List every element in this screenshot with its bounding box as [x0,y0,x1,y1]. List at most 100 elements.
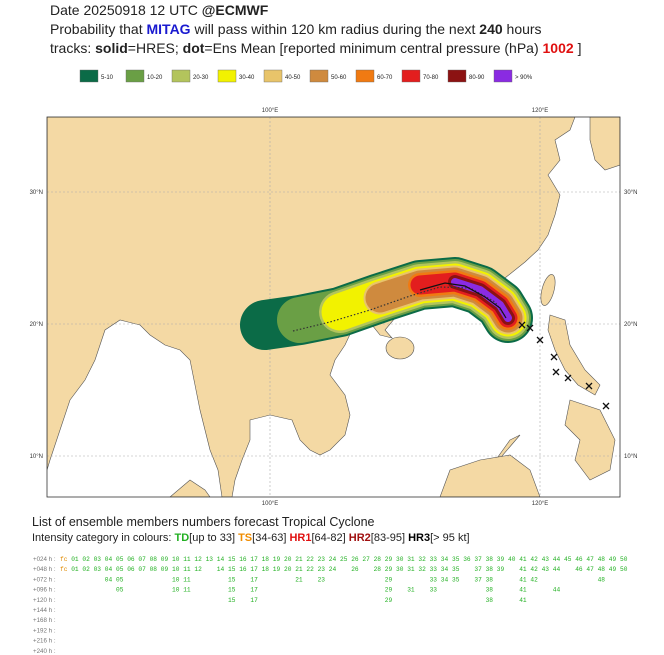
member-number: 23 [318,576,326,583]
t-pre: Probability that [50,21,143,37]
legend-label: > 90% [515,75,533,81]
member-number: 32 [418,556,426,563]
legend-swatch [171,69,191,83]
legend-swatch [401,69,421,83]
category-range: [64-82] [311,532,345,544]
member-number: 31 [407,587,415,594]
member-number: 37 [474,566,482,573]
legend-label: 5-10 [101,75,114,81]
t-solid: solid [95,40,128,56]
member-number: 19 [273,556,281,563]
legend-label: 80-90 [469,75,485,81]
member-number: 17 [250,576,258,583]
category-range: [34-63] [252,532,286,544]
member-number: 42 [530,556,538,563]
member-number: 48 [598,576,606,583]
member-number: 33 [430,566,438,573]
member-number: 09 [161,556,169,563]
t-post: hours [507,21,542,37]
taiwan [540,274,556,306]
member-number: 29 [385,576,393,583]
member-number: 05 [116,556,124,563]
legend-label: 30-40 [239,75,255,81]
member-number: 31 [407,556,415,563]
member-number: 12 [194,556,202,563]
member-number: 29 [385,556,393,563]
t-mid: will pass within 120 km radius during th… [193,21,475,37]
member-number: 35 [452,556,460,563]
member-number: 04 [105,576,113,583]
tracks-line: tracks: solid=HRES; dot=Ens Mean [report… [50,40,581,56]
cross [536,336,544,344]
member-number: 12 [194,566,202,573]
member-number: 41 [519,587,527,594]
lon-label: 100°E [262,501,278,507]
member-number: 46 [575,566,583,573]
member-number: 21 [295,576,303,583]
legend-swatch [355,69,375,83]
t-close: ] [578,40,582,56]
member-number: 16 [239,566,247,573]
cross [550,353,558,361]
member-number: 10 [172,566,180,573]
member-number: 36 [463,556,471,563]
member-number: 49 [609,556,617,563]
member-number: 04 [105,556,113,563]
member-number: fc [60,556,68,563]
list-title: List of ensemble members numbers forecas… [32,515,375,529]
cross [526,324,534,332]
sumatra [169,479,211,497]
map [47,117,620,497]
member-number: 24 [329,566,337,573]
row-label: +216 h : [33,638,56,645]
date: Date 20250918 12 UTC @ECMWF [50,2,269,18]
member-number: 47 [586,566,594,573]
member-number: 38 [486,576,494,583]
member-number: 37 [474,576,482,583]
borneo [439,454,541,497]
lat-label: 30°N [624,190,637,196]
member-number: 25 [340,556,348,563]
member-number: 04 [105,566,113,573]
hres-track [419,282,507,319]
member-number: 14 [217,566,225,573]
member-number: 41 [519,597,527,604]
member-number: 17 [250,556,258,563]
lat-label: 10°N [624,454,637,460]
member-number: 38 [486,566,494,573]
swath-layer [451,278,512,322]
legend-label: 40-50 [285,75,301,81]
member-number: 05 [116,587,124,594]
category-range: [> 95 kt] [430,532,469,544]
member-number: 08 [150,566,158,573]
member-number: 30 [396,556,404,563]
member-number: 28 [374,556,382,563]
member-number: 15 [228,556,236,563]
source: @ECMWF [202,2,269,18]
legend-swatch [217,69,237,83]
member-number: 15 [228,597,236,604]
member-number: 41 [519,556,527,563]
t-pressure: 1002 [543,40,574,56]
member-number: 23 [318,566,326,573]
member-number: 03 [94,566,102,573]
member-number: 15 [228,566,236,573]
member-number: 18 [262,556,270,563]
member-number: 06 [127,556,135,563]
row-label: +048 h : [33,566,56,573]
member-number: 38 [486,556,494,563]
category-name: HR1 [289,532,311,544]
member-number: 35 [452,576,460,583]
lat-label: 20°N [30,322,43,328]
row-label: +240 h : [33,648,56,655]
member-number: 42 [530,576,538,583]
lon-label: 120°E [532,108,548,114]
member-number: 41 [519,576,527,583]
member-number: 43 [542,556,550,563]
member-number: 22 [306,556,314,563]
member-table: +024 h : fc 01 02 03 04 05 06 07 08 09 10 11 12 13 14 15… [33,556,628,655]
member-number: 48 [598,556,606,563]
member-number: 01 [71,556,79,563]
member-number: 50 [620,556,628,563]
